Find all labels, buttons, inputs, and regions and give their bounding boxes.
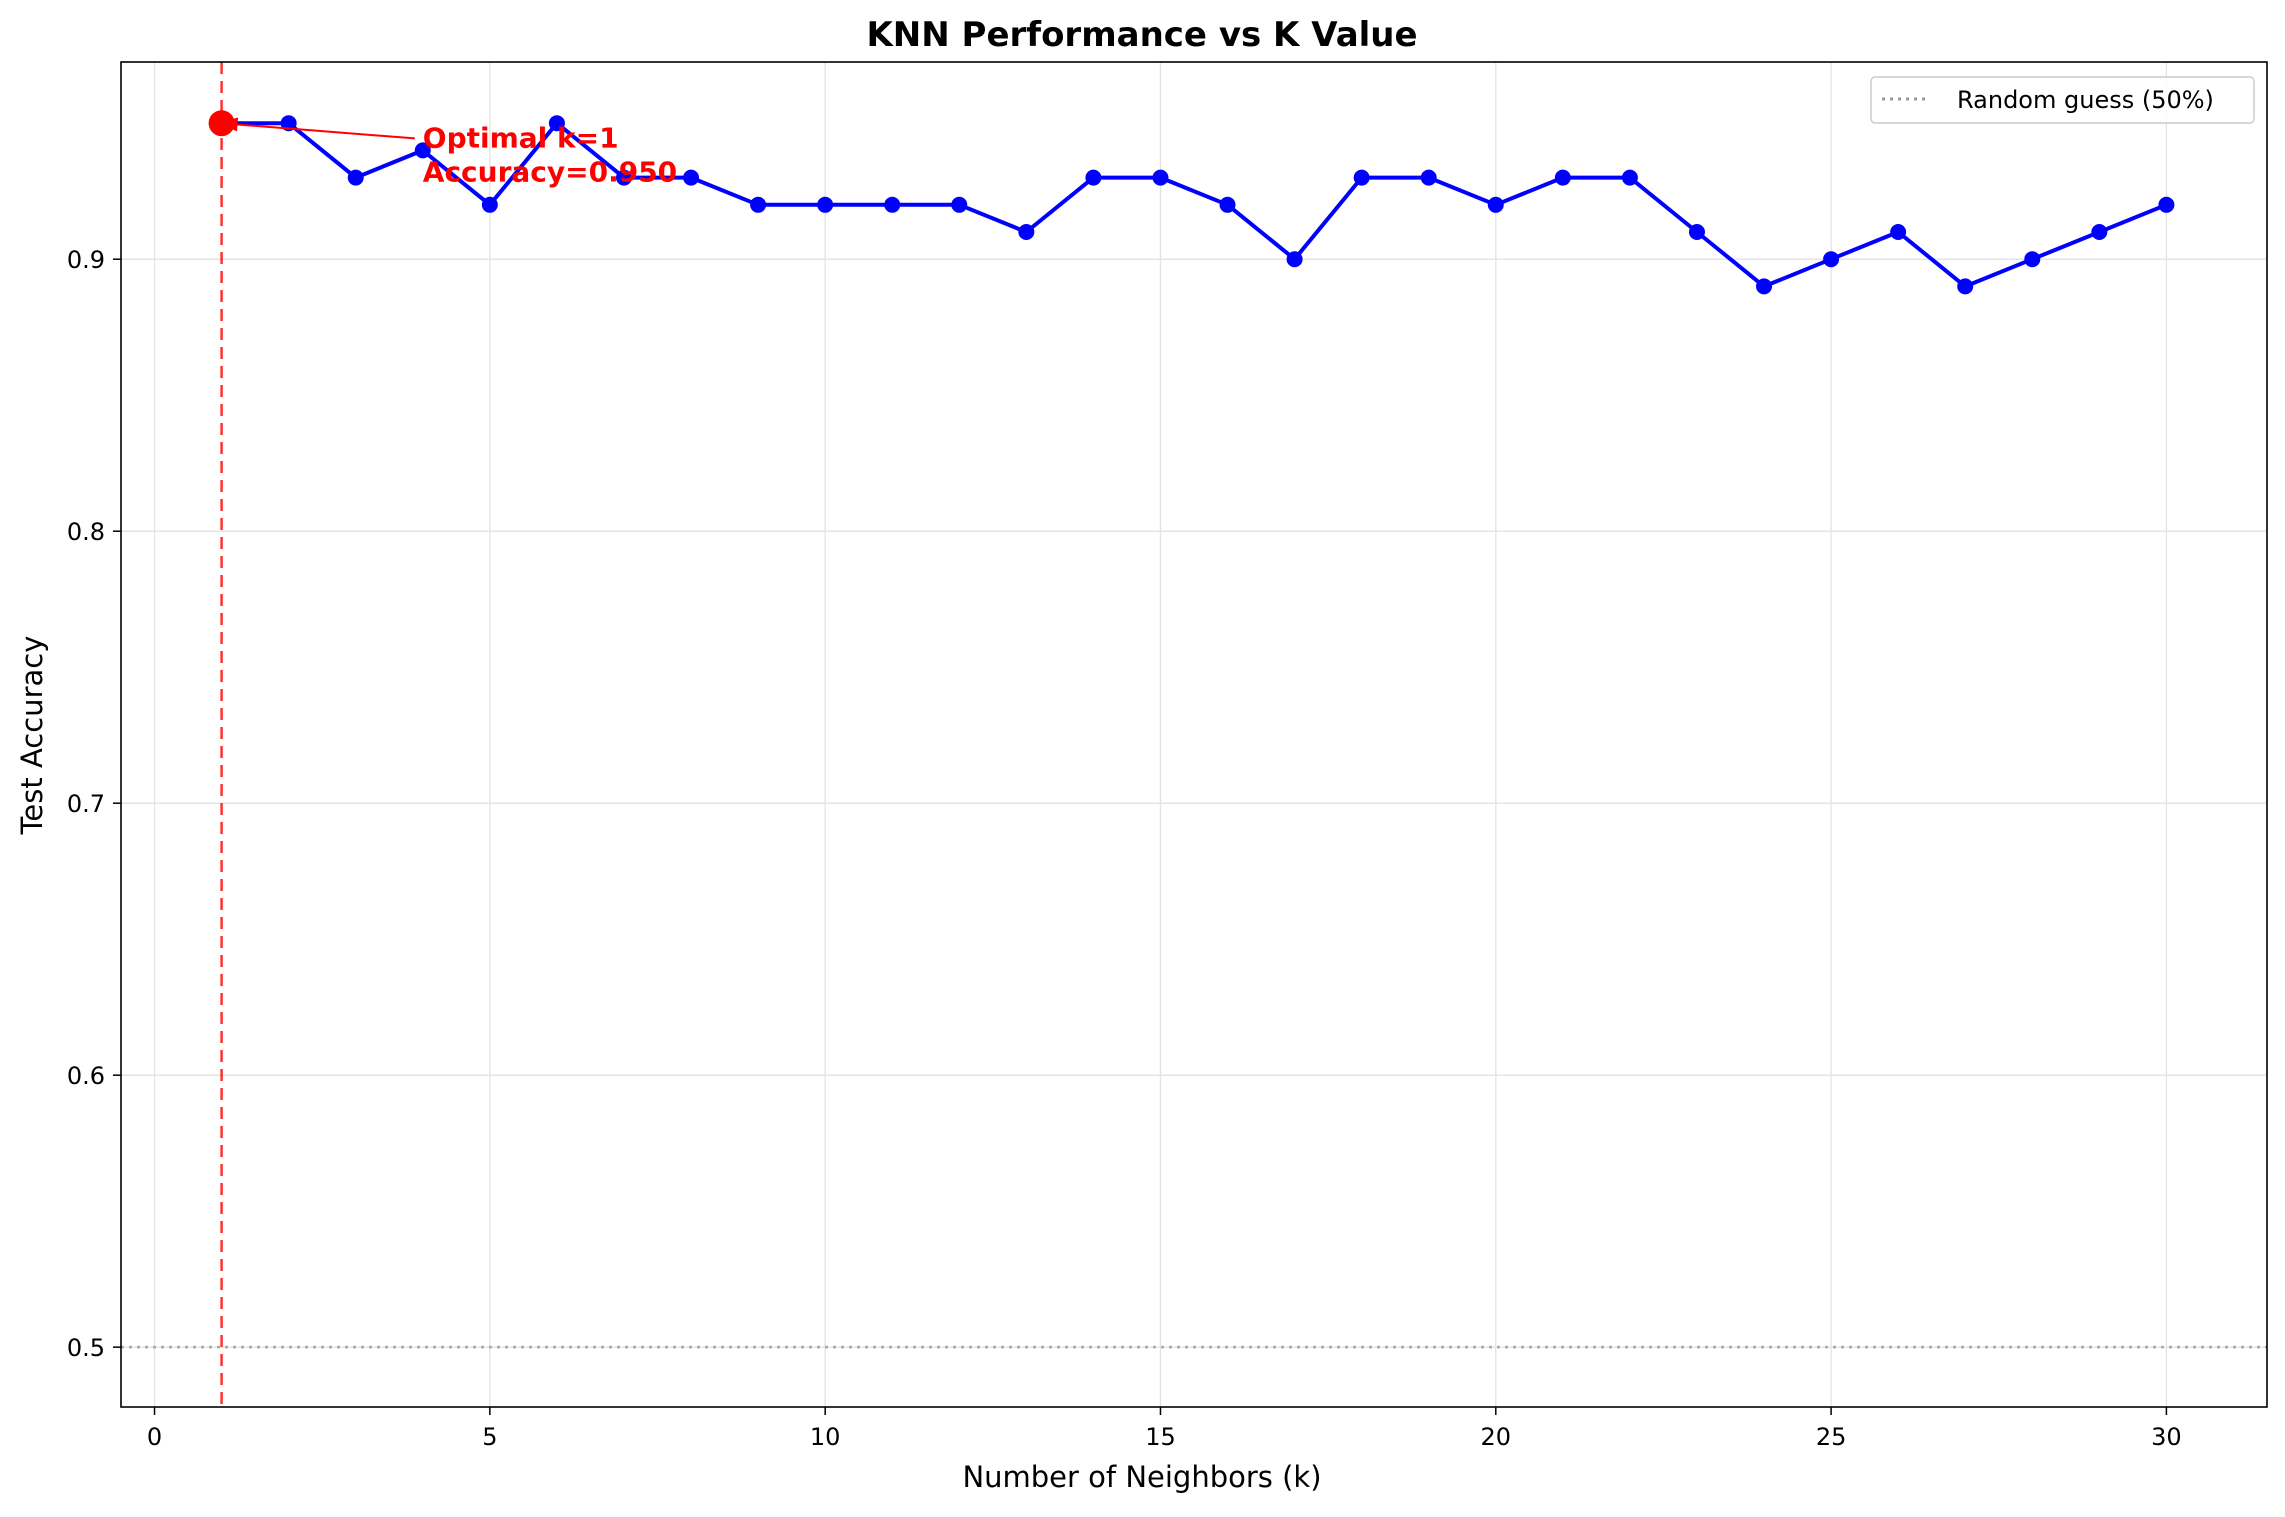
data-point bbox=[884, 196, 901, 213]
data-point bbox=[1085, 169, 1102, 186]
annotation-text-line-1: Optimal k=1 bbox=[423, 121, 619, 154]
y-tick-label: 0.7 bbox=[67, 790, 105, 818]
data-point bbox=[1621, 169, 1638, 186]
data-point bbox=[1688, 223, 1705, 240]
legend-label-random-guess: Random guess (50%) bbox=[1957, 86, 2214, 114]
axes-frame bbox=[120, 61, 2268, 1408]
data-point bbox=[1219, 196, 1236, 213]
data-point bbox=[1890, 223, 1907, 240]
x-tick-label: 5 bbox=[482, 1423, 497, 1451]
data-point bbox=[1420, 169, 1437, 186]
data-point bbox=[481, 196, 498, 213]
legend: Random guess (50%) bbox=[1870, 76, 2255, 124]
data-point bbox=[1823, 251, 1840, 268]
annotation-arrowhead bbox=[217, 117, 239, 132]
data-point bbox=[2091, 223, 2108, 240]
x-tick-label: 0 bbox=[147, 1423, 162, 1451]
chart-title: KNN Performance vs K Value bbox=[866, 15, 1417, 55]
annotation-text-line-2: Accuracy=0.950 bbox=[423, 155, 677, 188]
y-tick-label: 0.6 bbox=[67, 1062, 105, 1090]
data-point bbox=[1487, 196, 1504, 213]
annotation-layer: Optimal k=1 Accuracy=0.950 bbox=[217, 117, 677, 188]
x-tick-label: 10 bbox=[810, 1423, 841, 1451]
data-point bbox=[414, 142, 431, 159]
data-point bbox=[615, 169, 632, 186]
x-tick-label: 20 bbox=[1481, 1423, 1512, 1451]
y-axis-label: Test Accuracy bbox=[15, 636, 49, 836]
data-point bbox=[951, 196, 968, 213]
data-point bbox=[2024, 251, 2041, 268]
x-axis-label: Number of Neighbors (k) bbox=[962, 1460, 1321, 1494]
data-point bbox=[2158, 196, 2175, 213]
y-tick-label: 0.5 bbox=[67, 1334, 105, 1362]
data-point bbox=[1286, 251, 1303, 268]
x-tick-label: 25 bbox=[1816, 1423, 1847, 1451]
data-point bbox=[1018, 223, 1035, 240]
legend-box bbox=[1870, 76, 2255, 124]
series-line bbox=[221, 121, 2168, 289]
y-tick-label: 0.8 bbox=[67, 518, 105, 546]
reference-lines-layer bbox=[121, 62, 2267, 1407]
data-point bbox=[548, 115, 565, 132]
grid-layer bbox=[121, 62, 2267, 1407]
data-point bbox=[1957, 278, 1974, 295]
data-point bbox=[1353, 169, 1370, 186]
y-tick-label: 0.9 bbox=[67, 246, 105, 274]
data-point bbox=[683, 169, 700, 186]
tick-layer: 0 5 10 15 20 25 30 0.5 0.6 0.7 0.8 0.9 bbox=[67, 246, 2182, 1451]
data-point bbox=[750, 196, 767, 213]
data-point bbox=[817, 196, 834, 213]
data-point bbox=[347, 169, 364, 186]
annotation-arrow-line bbox=[237, 123, 415, 140]
x-tick-label: 15 bbox=[1145, 1423, 1176, 1451]
data-point bbox=[1756, 278, 1773, 295]
x-tick-label: 30 bbox=[2151, 1423, 2182, 1451]
data-point bbox=[1554, 169, 1571, 186]
data-point bbox=[1152, 169, 1169, 186]
